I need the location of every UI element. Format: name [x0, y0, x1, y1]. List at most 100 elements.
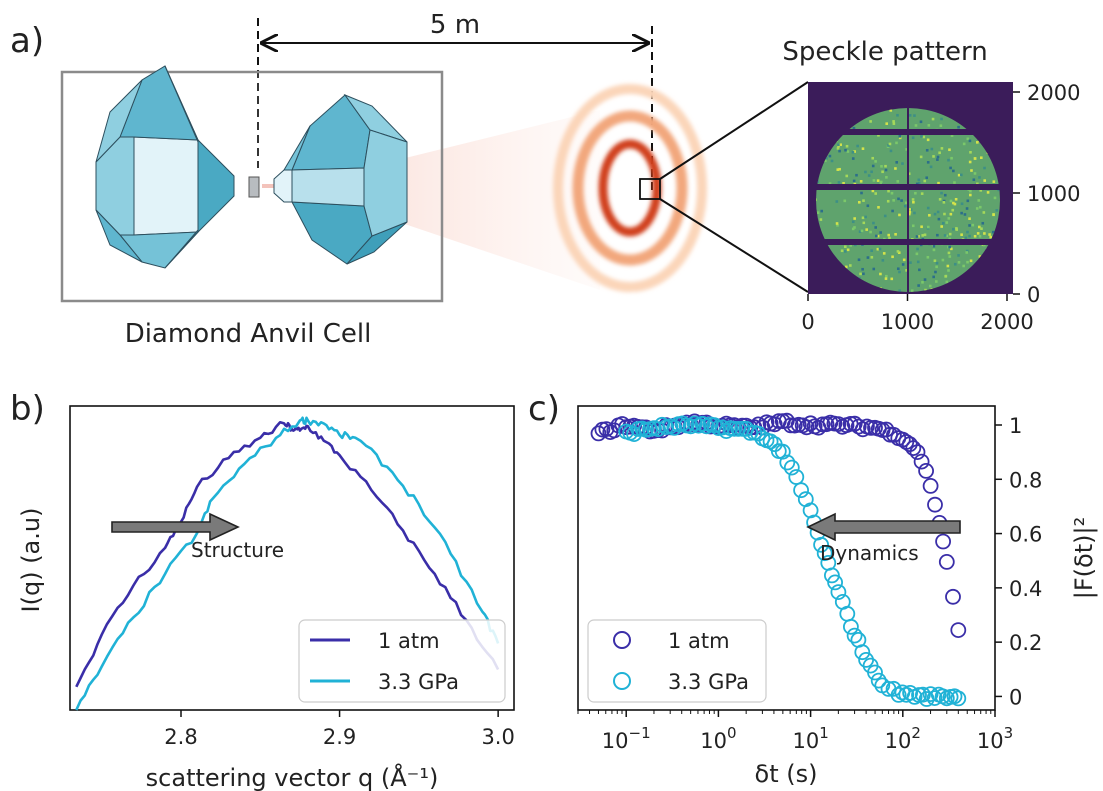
- plot-c-ytick-label: 0: [1009, 685, 1022, 709]
- plot-b-ylabel: I(q) (a.u): [17, 508, 45, 613]
- plot-b-series-line: [75, 421, 500, 688]
- plot-c-point: [870, 672, 887, 689]
- plot-c-point: [918, 462, 934, 479]
- plot-c-point: [774, 443, 791, 460]
- speckle-ytick-label: 1000: [1027, 182, 1080, 206]
- scattered-beam-cone: [292, 110, 600, 290]
- plot-b-series-line: [75, 416, 500, 711]
- plot-c-xtick-label: 101: [792, 724, 828, 753]
- plot-c-ytick-label: 0.2: [1009, 631, 1042, 655]
- plot-c-point: [926, 690, 943, 706]
- plot-c-point: [650, 421, 666, 438]
- plot-c-point: [843, 618, 859, 635]
- plot-c-point: [813, 536, 829, 553]
- legend-b-label-1atm: 1 atm: [378, 629, 440, 653]
- plot-c-ylabel: |F(δt)|²: [1070, 517, 1098, 599]
- plot-c-point: [682, 418, 699, 435]
- plot-c-point: [938, 554, 955, 570]
- plot-c-point: [783, 459, 800, 476]
- legend-c-box: [587, 619, 767, 703]
- plot-c-point: [846, 627, 863, 644]
- plot-c-point: [802, 415, 819, 432]
- plot-c-xtick-label: 10−1: [602, 724, 651, 753]
- plot-c-point: [863, 419, 879, 436]
- plot-c-ytick-label: 0.8: [1009, 468, 1042, 492]
- sample-icon: [248, 176, 260, 198]
- plot-c-point: [614, 416, 631, 432]
- legend-c: 1 atm 3.3 GPa: [587, 619, 767, 703]
- panel-c-letter: c): [528, 389, 560, 429]
- detector-gaps: [808, 129, 1013, 245]
- plot-c-point: [714, 419, 731, 436]
- plot-c-point: [718, 423, 735, 440]
- plot-c-point: [590, 425, 607, 442]
- plot-c-point: [886, 426, 902, 443]
- legend-c-marker-1atm: [613, 631, 631, 649]
- panel-c: c) 10−1 100 101 102 103 0 0.2 0.4 0.6 0.8 1 Dynami…: [528, 389, 1098, 788]
- speckle-xtick-label: 0: [801, 310, 814, 334]
- plot-c-ytick-label: 0.4: [1009, 577, 1042, 601]
- plot-c-point: [850, 418, 867, 435]
- plot-c: 10−1 100 101 102 103 0 0.2 0.4 0.6 0.8 1: [577, 412, 1042, 753]
- structure-arrow: [111, 512, 240, 542]
- plot-c-point: [922, 477, 939, 494]
- plot-b-xtick-label: 2.9: [323, 725, 356, 749]
- plot-c-frame: [577, 405, 996, 711]
- plot-b: 2.8 2.9 3.0: [75, 416, 515, 749]
- speckle-ytick-label: 2000: [1027, 81, 1080, 105]
- plot-c-point: [950, 690, 967, 707]
- plot-c-point: [827, 574, 843, 591]
- plot-b-xlabel: scattering vector q (Å⁻¹): [146, 763, 439, 791]
- legend-c-marker-3gpa: [613, 672, 631, 690]
- structure-label: Structure: [191, 538, 284, 562]
- plot-c-point: [854, 644, 871, 661]
- plot-c-point: [762, 433, 779, 450]
- plot-c-point: [922, 686, 939, 702]
- plot-c-point: [666, 419, 683, 436]
- plot-c-xtick-label: 100: [700, 724, 736, 753]
- panel-a: a) 5 m: [10, 10, 1080, 349]
- plot-c-ytick-label: 1: [1009, 414, 1022, 438]
- legend-c-label-1atm: 1 atm: [668, 629, 730, 653]
- speckle-title: Speckle pattern: [782, 37, 987, 67]
- plot-c-point: [854, 421, 871, 438]
- plot-c-point: [927, 496, 943, 513]
- plot-c-xtick-label: 103: [977, 724, 1013, 753]
- plot-c-point: [839, 605, 856, 622]
- plot-c-point: [798, 419, 815, 436]
- plot-c-point: [793, 482, 809, 499]
- speckle-xtick-label: 1000: [881, 310, 934, 334]
- panel-a-letter: a): [10, 21, 44, 61]
- speckle-zoom-box: [639, 178, 661, 200]
- plot-c-point: [915, 686, 931, 703]
- speckle-xtick-label: 2000: [980, 310, 1033, 334]
- plot-b-xlabel-text: scattering vector q (Å⁻¹): [146, 763, 439, 791]
- plot-c-point: [905, 440, 922, 457]
- plot-c-point: [824, 567, 840, 584]
- panel-b-letter: b): [10, 389, 45, 429]
- plot-c-point: [816, 545, 833, 562]
- dac-caption: Diamond Anvil Cell: [125, 319, 372, 349]
- plot-c-xlabel: δt (s): [755, 760, 818, 788]
- plot-c-point: [945, 588, 961, 605]
- legend-c-label-3gpa: 3.3 GPa: [668, 670, 749, 694]
- dynamics-arrow: [806, 512, 961, 542]
- right-diamond-icon: [273, 93, 408, 265]
- left-diamond-icon: [95, 65, 235, 269]
- diffraction-rings: [553, 84, 707, 292]
- plot-c-point: [694, 415, 711, 432]
- plot-c-point: [867, 664, 883, 681]
- speckle-ytick-label: 0: [1027, 283, 1040, 307]
- plot-b-frame: [69, 405, 515, 711]
- plot-c-xtick-label: 102: [885, 724, 921, 753]
- plot-c-point: [902, 685, 918, 701]
- legend-b-label-3gpa: 3.3 GPa: [378, 670, 459, 694]
- plot-b-xtick-label: 3.0: [481, 725, 514, 749]
- plot-c-point: [726, 420, 743, 437]
- plot-c-point: [846, 415, 863, 432]
- legend-b: 1 atm 3.3 GPa: [298, 619, 506, 703]
- plot-c-ytick-label: 0.6: [1009, 523, 1042, 547]
- zoom-line-bottom: [659, 198, 809, 293]
- plot-c-point: [830, 416, 847, 433]
